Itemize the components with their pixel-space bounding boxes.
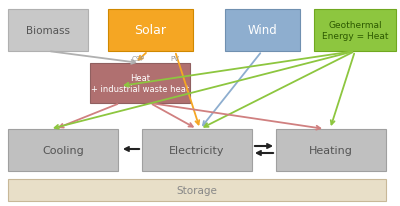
FancyBboxPatch shape (8, 179, 386, 201)
FancyBboxPatch shape (314, 10, 396, 52)
FancyBboxPatch shape (108, 10, 193, 52)
FancyBboxPatch shape (225, 10, 300, 52)
FancyBboxPatch shape (142, 129, 252, 171)
Text: Cooling: Cooling (42, 145, 84, 155)
Text: Heat
+ industrial waste heat: Heat + industrial waste heat (91, 74, 189, 93)
FancyBboxPatch shape (276, 129, 386, 171)
FancyBboxPatch shape (8, 10, 88, 52)
Text: Wind: Wind (248, 24, 277, 37)
FancyBboxPatch shape (8, 129, 118, 171)
Text: Heating: Heating (309, 145, 353, 155)
Text: Electricity: Electricity (169, 145, 225, 155)
Text: Storage: Storage (176, 185, 218, 195)
Text: Geothermal
Energy = Heat: Geothermal Energy = Heat (322, 21, 388, 41)
Text: Biomass: Biomass (26, 26, 70, 36)
FancyBboxPatch shape (90, 64, 190, 103)
Text: PV: PV (170, 56, 180, 62)
Text: CSP: CSP (131, 56, 145, 62)
Text: Solar: Solar (134, 24, 166, 37)
